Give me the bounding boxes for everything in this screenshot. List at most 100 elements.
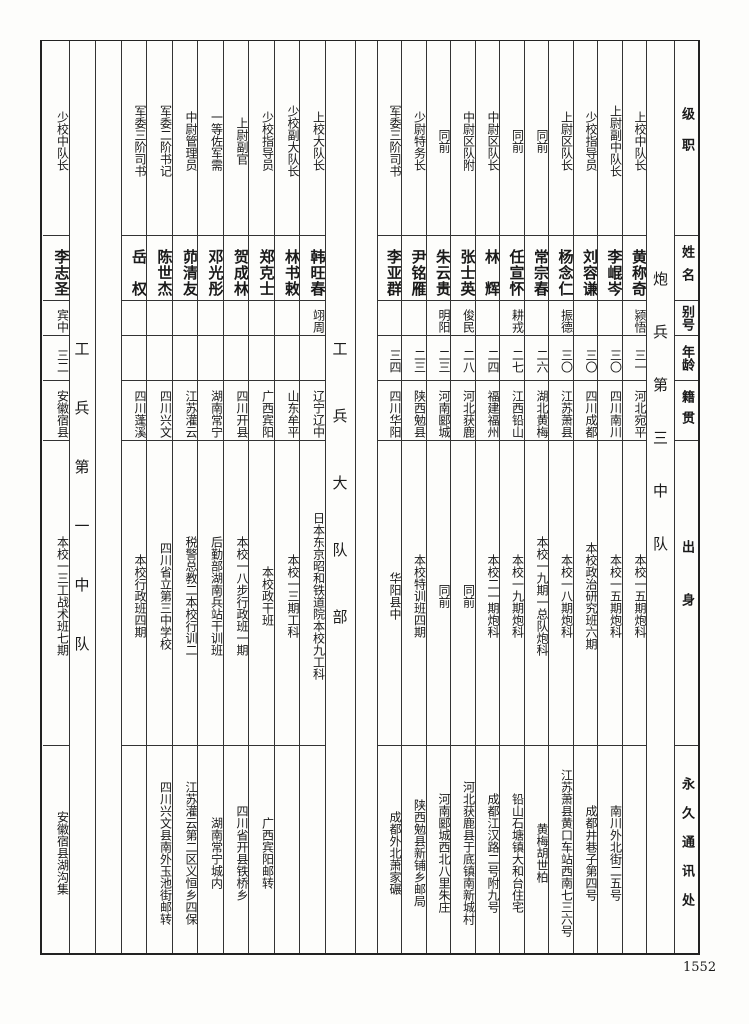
person-native: 广西宾阳 (249, 381, 275, 441)
person-origin: 日本东京昭和铁道院本校九工科 (300, 441, 326, 746)
page-number: 1552 (683, 960, 717, 975)
person-row: 上校大队长 韩旺春 翊周 辽宁辽中 日本东京昭和铁道院本校九工科 (299, 41, 327, 953)
person-native: 河北获鹿 (451, 381, 476, 441)
person-native: 江苏灌云 (172, 381, 198, 441)
person-alias: 明阳 (426, 301, 451, 336)
person-row: 中尉管理员 茆清友 江苏灌云 税警总教二本校行训二 江苏灌云第二区义恒乡四保 (171, 41, 199, 953)
person-origin: 本校一八期炮科 (549, 441, 574, 746)
person-name: 朱云贵 (426, 236, 452, 301)
person-native: 湖北黄梅 (524, 381, 549, 441)
person-native: 四川兴文 (147, 381, 173, 441)
person-name: 杨念仁 (549, 236, 575, 301)
person-address: 四川兴文县南外玉池街邮转 (158, 780, 173, 925)
person-address: 河南郾城西北八里朱庄 (437, 792, 451, 913)
header-age: 年龄 (675, 336, 698, 381)
person-name: 张士英 (451, 236, 477, 301)
person-age (300, 336, 325, 381)
person-address: 广西宾阳邮转 (260, 816, 275, 889)
person-native: 山东牟平 (274, 381, 300, 441)
person-rank: 军委三阶司书 (377, 41, 402, 236)
person-address: 河北获鹿县于底镇南新城村 (461, 780, 476, 925)
header-rank: 级职 (675, 41, 698, 236)
person-row: 同前 常宗春 二六 湖北黄梅 本校一九期一总队炮科 黄梅胡世柏 (523, 41, 550, 953)
person-address: 江苏萧县黄口车站西南七三六号 (559, 768, 574, 937)
person-name: 陈世杰 (147, 236, 174, 301)
person-name: 贺成林 (223, 236, 250, 301)
person-address: 成都外北萧家碾 (388, 810, 402, 895)
person-alias (377, 301, 401, 336)
person-origin: 本校一九期一总队炮科 (524, 441, 549, 746)
person-rank: 少校副大队长 (274, 41, 300, 236)
person-age (249, 336, 274, 381)
person-rank: 同前 (524, 41, 549, 236)
person-name: 李志圣 (42, 236, 71, 301)
section-title: 工兵第一中队 (72, 341, 91, 695)
person-name: 林 辉 (475, 236, 501, 301)
person-name: 刘容谦 (573, 236, 599, 301)
person-name: 茆清友 (172, 236, 199, 301)
person-native: 四川开县 (223, 381, 249, 441)
person-row: 少校指导员 刘容谦 三〇 四川成都 本校政治研究班六期 成都井巷子第四号 (572, 41, 599, 953)
person-rank: 一等佐军需 (198, 41, 224, 236)
header-origin: 出身 (675, 441, 698, 746)
person-origin: 本校一八步行政班一期 (223, 441, 249, 746)
person-name: 李亚群 (377, 236, 403, 301)
person-row: 军委二阶书记 陈世杰 四川兴文 四川省立第三中学校 四川兴文县南外玉池街邮转 (146, 41, 174, 953)
person-rank: 上校大队长 (300, 41, 326, 236)
person-row: 军委三阶司书 李亚群 三四 四川华阳 华阳县中 成都外北萧家碾 (376, 41, 403, 953)
person-age: 三一 (622, 336, 647, 381)
person-rank: 同前 (426, 41, 451, 236)
person-origin: 后勤部湖南兵站干训班 (198, 441, 224, 746)
person-rank: 中尉管理员 (172, 41, 198, 236)
person-origin: 本校一五期炮科 (598, 441, 623, 746)
person-native: 四川蓬溪 (121, 381, 147, 441)
person-age: 二八 (451, 336, 476, 381)
person-row: 军委三阶司书岳 权四川蓬溪 本校行政班四期 (120, 41, 148, 953)
person-address: 成都江汉路二号附九号 (486, 792, 500, 913)
person-rank: 中尉区队长 (475, 41, 500, 236)
header-column: 级职 姓名 别号 年龄 籍贯 出身 永久通讯处 (674, 41, 698, 953)
person-origin: 本校二一期炮科 (475, 441, 500, 746)
person-origin: 同前 (426, 441, 451, 746)
person-alias (249, 301, 274, 336)
person-origin: 本校行政班四期 (121, 441, 147, 746)
personnel-table: 级职 姓名 别号 年龄 籍贯 出身 永久通讯处 炮兵第三中队 上校中队长 黄称奇 颍悟… (40, 40, 700, 955)
person-alias: 颍悟 (622, 301, 647, 336)
person-address: 成都井巷子第四号 (584, 804, 598, 901)
person-origin: 税警总教二本校行训二 (172, 441, 198, 746)
person-name: 郑克士 (249, 236, 276, 301)
person-age (121, 336, 146, 381)
person-row: 同前 任宣怀 耕戎 二七 江西铅山 本校一九期炮科 铅山石塘镇大和台住宅 (499, 41, 526, 953)
person-address: 陕西勉县新铺乡邮局 (412, 798, 427, 907)
person-rank: 少尉特务长 (402, 41, 427, 236)
person-address: 四川省开县铁桥乡 (235, 804, 249, 901)
person-alias: 宾中 (42, 301, 70, 336)
person-row: 中尉区队长林 辉二四 福建福州 本校二一期炮科 成都江汉路二号附九号 (474, 41, 501, 953)
person-name: 常宗春 (524, 236, 550, 301)
person-native: 河北宛平 (622, 381, 647, 441)
person-native: 江西铅山 (500, 381, 525, 441)
person-address: 铅山石塘镇大和台住宅 (510, 792, 525, 913)
person-name: 林书敕 (274, 236, 301, 301)
person-origin: 四川省立第三中学校 (147, 441, 173, 746)
section-title-column: 工兵第一中队 (68, 41, 95, 953)
person-native: 陕西勉县 (402, 381, 427, 441)
person-rank: 上尉副官 (223, 41, 249, 236)
person-age: 二七 (500, 336, 525, 381)
person-row: 少尉特务长 尹铭雁 二三 陕西勉县 本校特训班四期 陕西勉县新铺乡邮局 (401, 41, 428, 953)
person-name: 尹铭雁 (402, 236, 428, 301)
person-alias (223, 301, 248, 336)
person-name: 李崐岑 (598, 236, 624, 301)
header-address: 永久通讯处 (679, 777, 694, 922)
person-age (274, 336, 299, 381)
person-native: 四川成都 (573, 381, 598, 441)
blank-column (94, 41, 121, 953)
person-age (172, 336, 197, 381)
person-row: 少校指导员 郑克士 广西宾阳 本校政干班 广西宾阳邮转 (248, 41, 276, 953)
person-native: 四川华阳 (377, 381, 402, 441)
person-alias: 耕戎 (500, 301, 525, 336)
person-rank: 上校中队长 (622, 41, 647, 236)
person-name: 邓光彤 (198, 236, 225, 301)
person-age: 三〇 (598, 336, 623, 381)
header-native-place: 籍贯 (675, 381, 698, 441)
